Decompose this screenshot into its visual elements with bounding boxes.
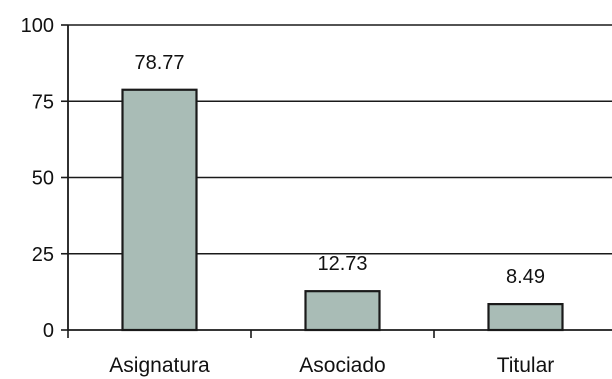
y-tick-label-0: 0 xyxy=(43,320,54,342)
y-tick-label-75: 75 xyxy=(32,91,54,113)
x-axis-labels: Asignatura Asociado Titular xyxy=(109,354,554,377)
bars xyxy=(121,88,564,332)
bar-asignatura xyxy=(121,88,198,332)
bar-titular xyxy=(487,303,564,332)
data-label-asociado: 12.73 xyxy=(317,253,367,275)
y-tick-label-100: 100 xyxy=(21,15,54,37)
y-tick-label-25: 25 xyxy=(32,244,54,266)
bar-asociado xyxy=(304,290,381,332)
y-tick-label-50: 50 xyxy=(32,168,54,190)
data-label-asignatura: 78.77 xyxy=(134,52,184,74)
data-label-titular: 8.49 xyxy=(506,266,545,288)
x-label-asociado: Asociado xyxy=(299,354,385,377)
y-axis-ticks: 0 25 50 75 100 xyxy=(21,15,68,342)
data-labels: 78.77 12.73 8.49 xyxy=(134,52,545,288)
x-label-titular: Titular xyxy=(497,354,555,377)
x-label-asignatura: Asignatura xyxy=(109,354,210,377)
